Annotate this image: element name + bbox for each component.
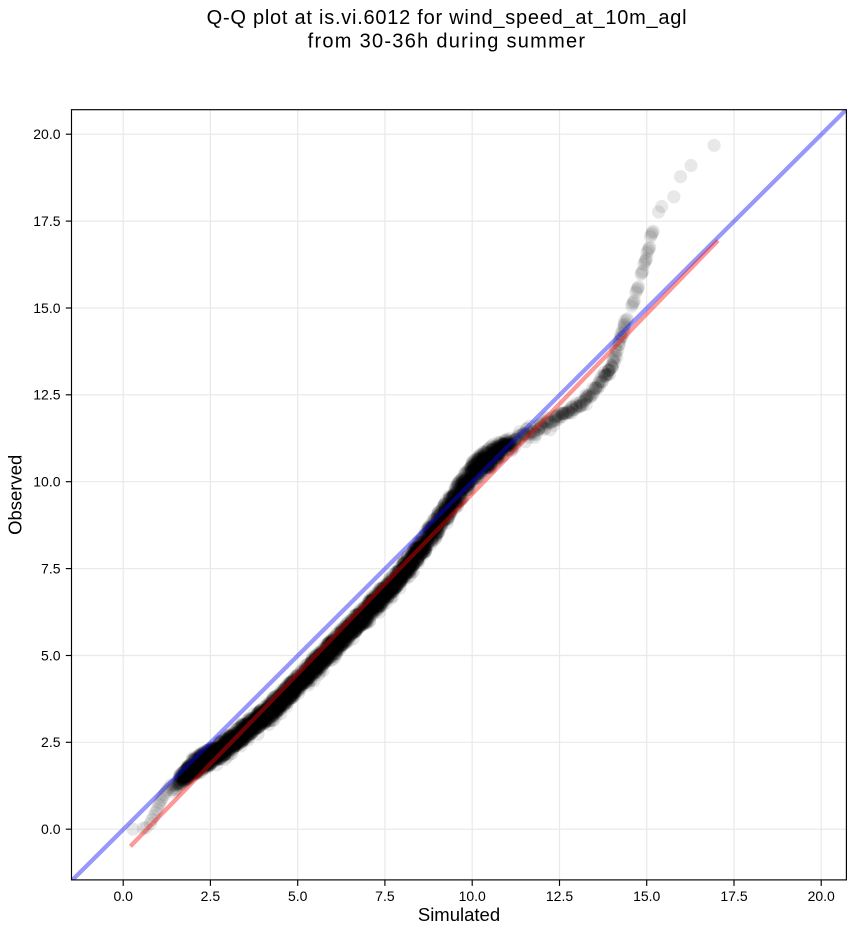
svg-text:Q-Q plot at is.vi.6012 for win: Q-Q plot at is.vi.6012 for wind_speed_at…	[207, 7, 688, 29]
svg-text:12.5: 12.5	[546, 888, 573, 904]
svg-text:17.5: 17.5	[720, 888, 747, 904]
svg-text:0.0: 0.0	[41, 821, 61, 837]
svg-text:20.0: 20.0	[808, 888, 835, 904]
svg-text:0.0: 0.0	[113, 888, 133, 904]
svg-text:10.0: 10.0	[459, 888, 486, 904]
svg-text:Observed: Observed	[5, 455, 26, 535]
svg-text:Simulated: Simulated	[418, 904, 500, 925]
svg-text:15.0: 15.0	[633, 888, 660, 904]
svg-text:from 30-36h during summer: from 30-36h during summer	[308, 30, 587, 52]
svg-text:17.5: 17.5	[33, 213, 60, 229]
svg-text:7.5: 7.5	[375, 888, 395, 904]
svg-text:5.0: 5.0	[41, 647, 61, 663]
svg-text:5.0: 5.0	[288, 888, 308, 904]
svg-text:12.5: 12.5	[33, 387, 60, 403]
svg-text:7.5: 7.5	[41, 561, 61, 577]
svg-text:2.5: 2.5	[41, 734, 61, 750]
svg-text:2.5: 2.5	[201, 888, 221, 904]
svg-text:15.0: 15.0	[33, 300, 60, 316]
svg-text:10.0: 10.0	[33, 474, 60, 490]
svg-text:20.0: 20.0	[33, 126, 60, 142]
